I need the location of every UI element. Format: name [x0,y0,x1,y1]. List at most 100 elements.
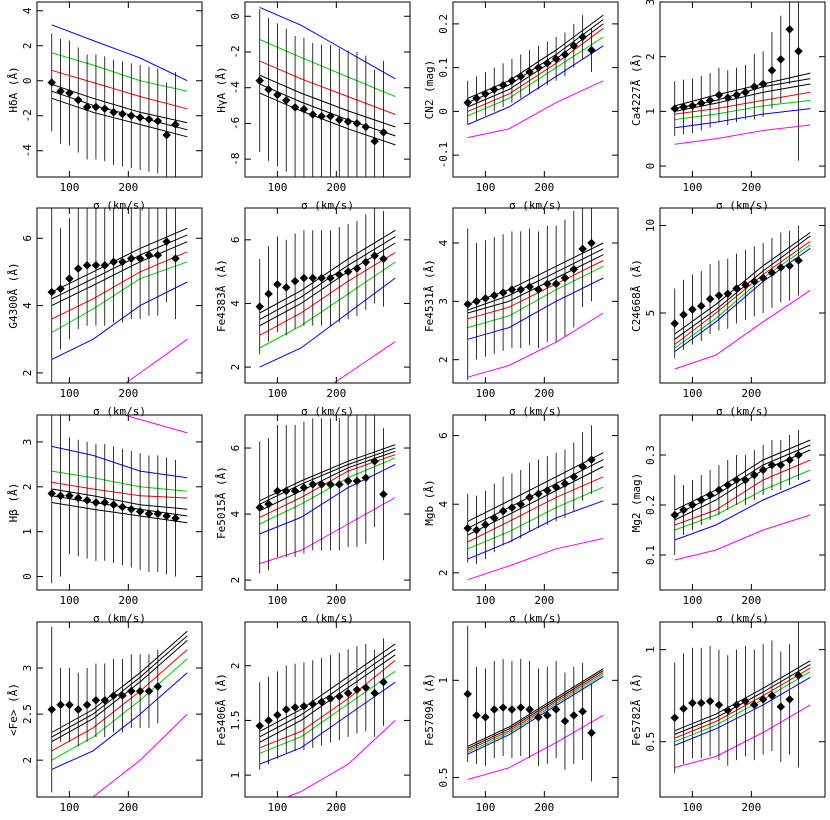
data-point [472,711,481,720]
data-point [153,682,163,691]
panel: 100 200 5 10 σ (km/s) C24668Å (Å) [630,207,826,418]
model-curve [51,635,188,738]
plot-area [670,430,811,561]
data-point [516,285,526,294]
data-point [758,79,768,89]
model-curve [259,497,396,565]
y-tick-label: -2 [21,109,34,122]
plot-area [463,208,604,381]
y-axis-label: Ca4227Å (Å) [630,53,643,126]
model-curve [674,83,811,112]
data-point [317,697,326,707]
panel: 100 200 2 3 4 σ (km/s) Fe4531Å (Å) [423,207,619,418]
plot-area [47,208,188,383]
x-tick-label: 100 [267,801,287,814]
axes-frame [659,414,826,591]
y-tick-label: 10 [644,219,657,232]
model-curve [467,538,604,581]
data-point [587,728,596,738]
data-point [56,491,65,501]
data-point [379,490,388,499]
axes-frame [659,621,826,798]
axes-frame [36,207,203,384]
data-point [379,677,388,687]
x-tick-label: 200 [118,181,138,194]
x-axis-label: σ (km/s) [716,405,769,418]
data-point [481,89,490,99]
data-point [273,90,282,100]
data-point [785,261,794,270]
data-point [723,289,733,298]
data-point [127,254,136,263]
data-point [679,310,688,319]
data-point [776,55,786,64]
data-point [144,250,154,260]
y-tick-label: 0 [229,13,242,20]
data-point [343,117,353,126]
model-curve [674,91,811,115]
y-tick-label: 0.3 [644,445,657,465]
model-curve [259,92,396,146]
data-point [299,483,309,492]
model-curve [467,674,604,753]
panel: 100 200 0 -2 -4 -6 -8 σ (km/s) HγA (Å) [215,1,411,212]
data-point [379,254,388,264]
model-curve [674,72,811,107]
data-point [785,25,794,34]
data-point [370,137,379,146]
y-tick-label: -2 [229,45,242,58]
data-point [273,486,282,496]
y-axis-label: HγA (Å) [215,66,228,112]
model-curve [674,439,811,511]
data-point [794,450,803,460]
model-curve [674,108,811,129]
data-point [255,721,264,731]
model-curve [467,672,604,751]
model-curve [467,312,604,378]
plot-area [255,415,396,574]
data-point [370,688,379,698]
data-point [326,480,335,489]
x-tick-label: 200 [118,594,138,607]
data-point [74,264,83,273]
data-point [587,238,596,248]
y-tick-label: 0 [21,573,34,580]
model-curve [674,469,811,531]
data-point [697,495,706,505]
y-tick-label: 5 [644,310,657,317]
model-curve [122,415,188,434]
data-point [516,703,526,712]
x-axis-label: σ (km/s) [301,405,354,418]
data-point [560,50,570,59]
x-tick-label: 100 [682,181,702,194]
x-tick-label: 200 [741,801,761,814]
panel: 100 200 2 4 6 σ (km/s) Fe5015Å (Å) [215,414,411,625]
y-tick-label: 0.1 [644,545,657,565]
data-point [758,273,768,283]
data-point [282,705,291,714]
data-point [162,237,171,246]
data-point [714,291,724,300]
data-point [750,277,759,286]
axes-frame [36,1,203,178]
model-curve [674,459,811,526]
data-point [481,294,490,303]
data-point [705,490,715,500]
model-curve [467,80,604,139]
data-point [679,505,688,515]
model-curve [51,251,188,320]
data-point [65,274,74,283]
y-tick-label: 4 [437,501,450,508]
model-curve [259,39,396,98]
data-point [91,102,101,112]
x-tick-label: 100 [59,387,79,400]
model-curve [467,486,604,550]
y-tick-label: 0.2 [644,495,657,515]
y-tick-label: 2 [21,483,34,490]
y-tick-label: 2 [21,757,34,764]
data-point [91,498,101,507]
data-point [74,493,83,503]
data-point [379,128,388,137]
